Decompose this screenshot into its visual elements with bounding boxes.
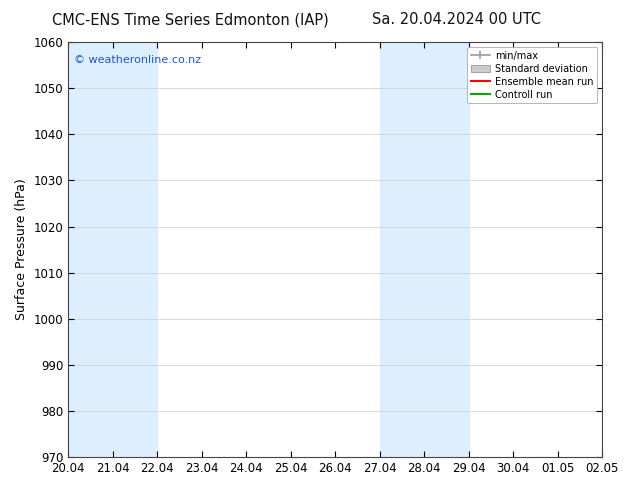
Bar [113,42,157,457]
Y-axis label: Surface Pressure (hPa): Surface Pressure (hPa) [15,179,28,320]
Bar [68,42,113,457]
Bar [380,42,424,457]
Text: © weatheronline.co.nz: © weatheronline.co.nz [74,54,200,65]
Legend: min/max, Standard deviation, Ensemble mean run, Controll run: min/max, Standard deviation, Ensemble me… [467,47,597,103]
Text: Sa. 20.04.2024 00 UTC: Sa. 20.04.2024 00 UTC [372,12,541,27]
Bar [424,42,469,457]
Text: CMC-ENS Time Series Edmonton (IAP): CMC-ENS Time Series Edmonton (IAP) [52,12,328,27]
